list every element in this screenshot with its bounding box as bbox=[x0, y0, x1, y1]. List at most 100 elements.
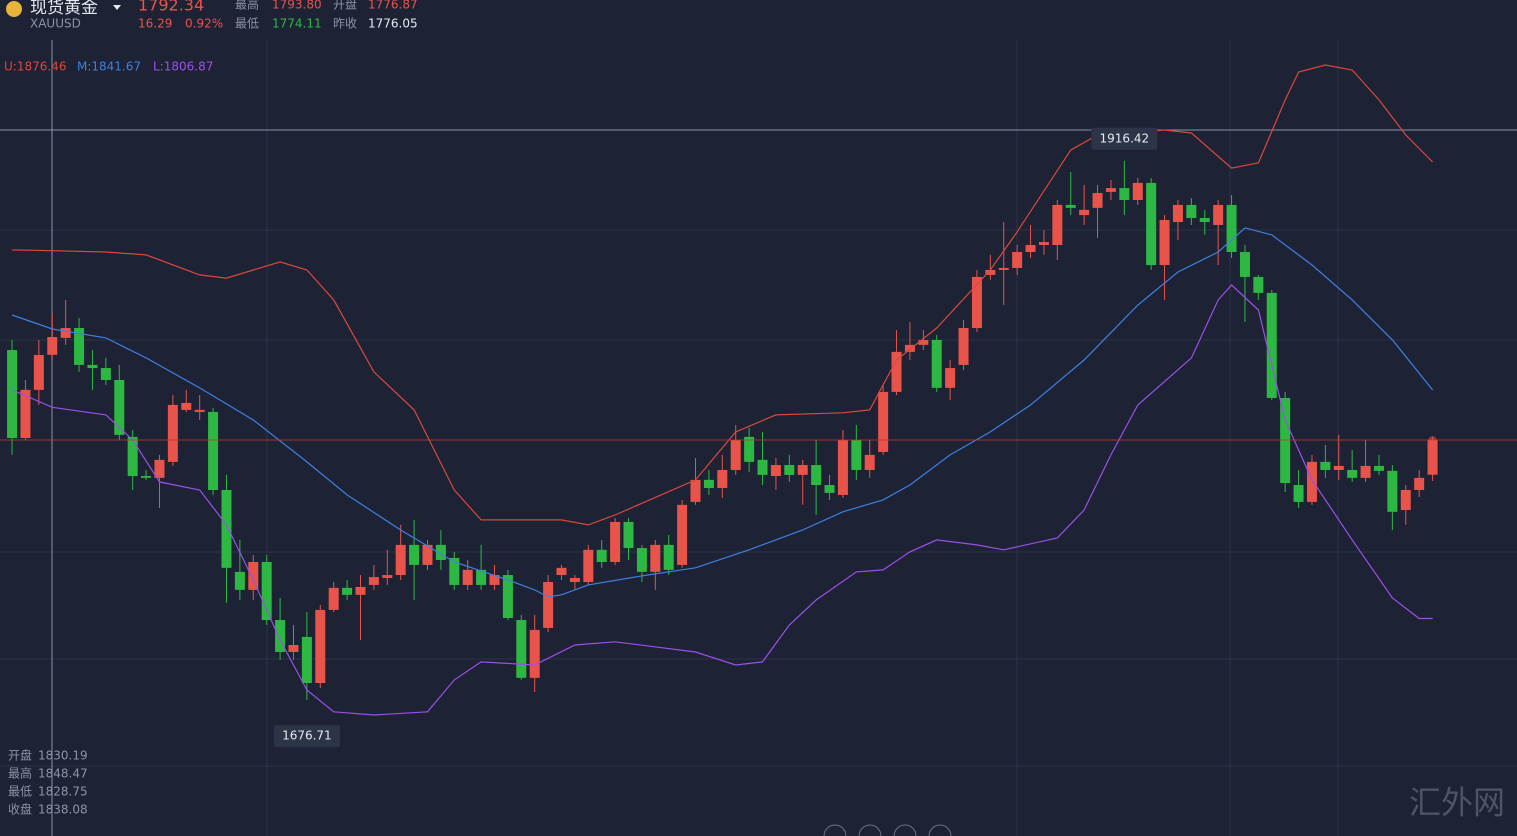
band-line bbox=[12, 64, 1434, 526]
candle-body bbox=[208, 411, 219, 490]
panel-label: 最高 bbox=[8, 766, 32, 781]
candle-body bbox=[757, 459, 768, 475]
max-value-label: 1916.42 bbox=[1100, 131, 1150, 145]
candle-body bbox=[87, 364, 98, 369]
candle-body bbox=[650, 544, 661, 572]
high-label: 最高 bbox=[235, 0, 259, 12]
candle-body bbox=[248, 561, 259, 590]
candle-body bbox=[891, 351, 902, 392]
candle-body bbox=[33, 355, 44, 390]
candle-body bbox=[1038, 242, 1049, 245]
candle-body bbox=[1360, 465, 1371, 478]
candle-body bbox=[355, 586, 366, 595]
prev-close-label: 昨收 bbox=[333, 17, 357, 31]
low-value: 1774.11 bbox=[272, 17, 322, 31]
candle-body bbox=[1320, 461, 1331, 470]
candle-body bbox=[409, 544, 420, 565]
candle-body bbox=[1159, 220, 1170, 266]
grid bbox=[0, 40, 1517, 836]
candle-body bbox=[449, 557, 460, 585]
candle-body bbox=[918, 339, 929, 345]
candle-body bbox=[583, 549, 594, 583]
candle-body bbox=[1347, 469, 1358, 478]
candle-body bbox=[1333, 465, 1344, 470]
change: 16.29 bbox=[138, 17, 172, 31]
candle-body bbox=[194, 409, 205, 412]
candle-body bbox=[7, 350, 18, 439]
candle-body bbox=[100, 368, 111, 380]
candle-body bbox=[770, 465, 781, 477]
open-value: 1776.87 bbox=[368, 0, 418, 12]
open-label: 开盘 bbox=[333, 0, 357, 12]
candle-body bbox=[261, 561, 272, 621]
candle-body bbox=[1414, 477, 1425, 490]
candle-body bbox=[958, 328, 969, 365]
candle-body bbox=[1226, 204, 1237, 252]
zoom-button[interactable] bbox=[893, 824, 917, 836]
candle-body bbox=[1065, 204, 1076, 208]
candle-body bbox=[529, 629, 540, 678]
candle-body bbox=[797, 465, 808, 475]
candle-body bbox=[904, 344, 915, 352]
panel-label: 收盘 bbox=[8, 802, 32, 817]
candle-body bbox=[623, 521, 634, 549]
zoom-button[interactable] bbox=[858, 824, 882, 836]
candle-body bbox=[1025, 244, 1036, 252]
ohlc-panel: 开盘 1830.19 最高 1848.47 最低 1828.75 收盘 1838… bbox=[8, 748, 88, 817]
candle-body bbox=[1293, 485, 1304, 502]
candle-body bbox=[610, 521, 621, 562]
plot bbox=[0, 64, 1517, 716]
candle-body bbox=[837, 440, 848, 495]
candle-body bbox=[328, 587, 339, 610]
candle-body bbox=[502, 575, 513, 619]
zoom-controls bbox=[823, 824, 952, 836]
watermark: 汇外网 bbox=[1409, 784, 1505, 822]
candle-body bbox=[1427, 439, 1438, 475]
candle-body bbox=[114, 379, 125, 435]
candle-body bbox=[154, 459, 165, 478]
candle-body bbox=[368, 577, 379, 585]
candle-body bbox=[878, 391, 889, 452]
candle-body bbox=[543, 582, 554, 628]
candle-body bbox=[395, 544, 406, 576]
zoom-button[interactable] bbox=[928, 824, 952, 836]
legend-lower: L:1806.87 bbox=[153, 60, 213, 74]
candle-body bbox=[730, 440, 741, 470]
price: 1792.34 bbox=[138, 0, 204, 15]
symbol-code: XAUUSD bbox=[30, 17, 81, 31]
panel-value: 1828.75 bbox=[38, 785, 88, 799]
min-label: 1676.71 bbox=[273, 725, 340, 748]
candle-body bbox=[1146, 182, 1157, 266]
legend: U:1876.46 M:1841.67 L:1806.87 bbox=[4, 60, 213, 74]
extreme-labels: 1916.42 1676.71 bbox=[273, 127, 1158, 748]
dropdown-arrow[interactable] bbox=[113, 5, 121, 10]
candle-body bbox=[1253, 276, 1264, 293]
candle-body bbox=[690, 479, 701, 502]
candle-body bbox=[1186, 204, 1197, 218]
candle-body bbox=[435, 544, 446, 560]
candle-body bbox=[489, 575, 500, 585]
candle-body bbox=[1012, 251, 1023, 268]
candle-body bbox=[1280, 397, 1291, 484]
candle-body bbox=[288, 644, 299, 652]
candle-body bbox=[275, 620, 286, 652]
candle-body bbox=[851, 440, 862, 470]
candle-body bbox=[127, 436, 138, 477]
candle-body bbox=[636, 548, 647, 572]
candle-body bbox=[596, 549, 607, 562]
header: 现货黄金 1792.34 XAUUSD 16.29 0.92% 最高 1793.… bbox=[6, 0, 418, 31]
candle-body bbox=[1052, 204, 1063, 245]
candle-body bbox=[998, 267, 1009, 270]
candle-body bbox=[422, 544, 433, 565]
zoom-button[interactable] bbox=[823, 824, 847, 836]
candle-body bbox=[1266, 292, 1277, 398]
panel-value: 1848.47 bbox=[38, 767, 88, 781]
band-line bbox=[11, 227, 1434, 598]
candle-body bbox=[1132, 182, 1143, 201]
candle-body bbox=[864, 454, 875, 470]
candle-body bbox=[556, 567, 567, 576]
candle-body bbox=[301, 636, 312, 684]
high-value: 1793.80 bbox=[272, 0, 322, 12]
candle-body bbox=[1239, 251, 1250, 277]
